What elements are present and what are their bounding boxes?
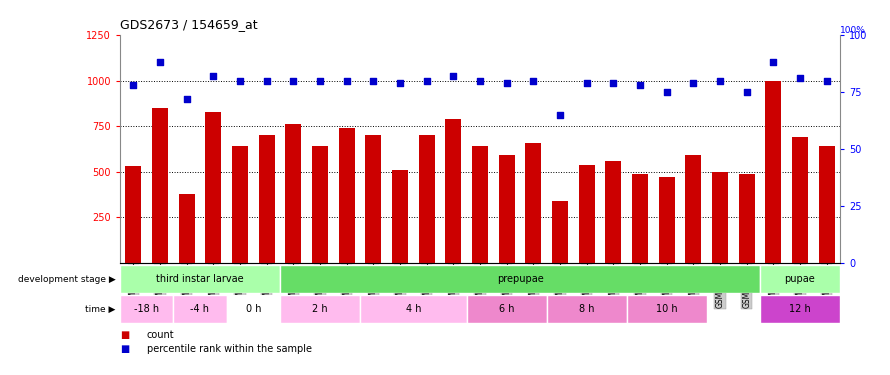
Point bbox=[419, 78, 433, 84]
Bar bbox=[498, 155, 514, 263]
Bar bbox=[280, 265, 760, 293]
Bar bbox=[365, 135, 381, 263]
Point bbox=[340, 78, 354, 84]
Bar bbox=[739, 174, 755, 263]
Text: -18 h: -18 h bbox=[134, 304, 159, 314]
Point bbox=[446, 73, 460, 79]
Bar bbox=[286, 124, 302, 263]
Point bbox=[713, 78, 727, 84]
Point bbox=[766, 59, 781, 65]
Text: 100%: 100% bbox=[840, 26, 866, 35]
Bar bbox=[760, 295, 840, 323]
Text: 6 h: 6 h bbox=[499, 304, 514, 314]
Text: 10 h: 10 h bbox=[656, 304, 677, 314]
Bar bbox=[312, 146, 328, 263]
Bar bbox=[605, 161, 621, 263]
Point bbox=[499, 80, 514, 86]
Bar bbox=[760, 265, 840, 293]
Bar bbox=[685, 155, 701, 263]
Text: percentile rank within the sample: percentile rank within the sample bbox=[147, 344, 312, 354]
Bar bbox=[712, 172, 728, 263]
Point bbox=[686, 80, 700, 86]
Bar bbox=[819, 146, 835, 263]
Text: 2 h: 2 h bbox=[312, 304, 328, 314]
Point bbox=[287, 78, 301, 84]
Point bbox=[473, 78, 487, 84]
Bar bbox=[232, 146, 248, 263]
Point bbox=[793, 75, 807, 81]
Point bbox=[180, 96, 194, 102]
Point bbox=[313, 78, 328, 84]
Bar bbox=[525, 142, 541, 263]
Bar bbox=[445, 119, 461, 263]
Bar bbox=[179, 194, 195, 263]
Point bbox=[606, 80, 620, 86]
Bar bbox=[339, 128, 355, 263]
Point bbox=[820, 78, 834, 84]
Bar bbox=[206, 112, 222, 263]
Bar bbox=[418, 135, 434, 263]
Bar bbox=[632, 174, 648, 263]
Point bbox=[526, 78, 540, 84]
Point bbox=[233, 78, 247, 84]
Bar bbox=[546, 295, 627, 323]
Text: ■: ■ bbox=[120, 330, 129, 340]
Bar bbox=[152, 108, 168, 263]
Point bbox=[153, 59, 167, 65]
Text: count: count bbox=[147, 330, 174, 340]
Text: 4 h: 4 h bbox=[406, 304, 421, 314]
Bar bbox=[552, 201, 568, 263]
Bar bbox=[174, 295, 227, 323]
Bar bbox=[578, 165, 595, 263]
Point bbox=[260, 78, 274, 84]
Point bbox=[392, 80, 407, 86]
Point bbox=[633, 82, 647, 88]
Text: -4 h: -4 h bbox=[190, 304, 209, 314]
Text: development stage ▶: development stage ▶ bbox=[18, 274, 116, 284]
Text: 8 h: 8 h bbox=[578, 304, 595, 314]
Text: 0 h: 0 h bbox=[246, 304, 261, 314]
Bar bbox=[627, 295, 707, 323]
Point bbox=[553, 112, 567, 118]
Bar bbox=[466, 295, 546, 323]
Text: third instar larvae: third instar larvae bbox=[156, 274, 244, 284]
Text: time ▶: time ▶ bbox=[85, 304, 116, 313]
Bar bbox=[280, 295, 360, 323]
Bar bbox=[792, 137, 808, 263]
Text: pupae: pupae bbox=[785, 274, 815, 284]
Point bbox=[659, 89, 674, 95]
Bar bbox=[120, 265, 280, 293]
Point bbox=[740, 89, 754, 95]
Text: 12 h: 12 h bbox=[789, 304, 811, 314]
Text: prepupae: prepupae bbox=[497, 274, 544, 284]
Point bbox=[579, 80, 594, 86]
Point bbox=[206, 73, 221, 79]
Bar bbox=[120, 295, 174, 323]
Bar bbox=[227, 295, 280, 323]
Point bbox=[366, 78, 380, 84]
Text: ■: ■ bbox=[120, 344, 129, 354]
Bar bbox=[659, 177, 675, 263]
Bar bbox=[360, 295, 466, 323]
Bar bbox=[765, 81, 781, 263]
Bar bbox=[259, 135, 275, 263]
Text: GDS2673 / 154659_at: GDS2673 / 154659_at bbox=[120, 18, 257, 31]
Bar bbox=[472, 146, 488, 263]
Bar bbox=[392, 170, 408, 263]
Point bbox=[126, 82, 141, 88]
Bar bbox=[125, 166, 142, 263]
